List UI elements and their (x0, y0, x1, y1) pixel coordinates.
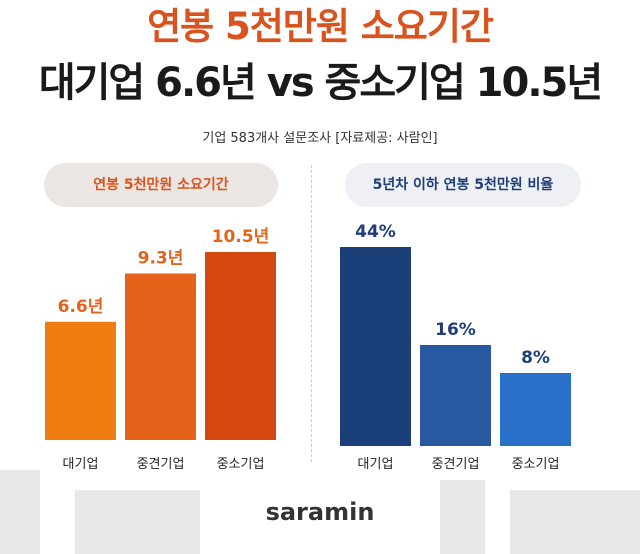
subtitle: 기업 583개사 설문조사 [자료제공: 사람인] (202, 131, 438, 146)
data-label: 8% (521, 348, 550, 368)
category-label: 중견기업 (137, 457, 185, 472)
building-illustration (0, 470, 40, 554)
headline: 대기업 6.6년 vs 중소기업 10.5년 (38, 60, 603, 106)
data-label: 6.6년 (58, 297, 104, 317)
building-illustration (510, 490, 640, 554)
right-chart-title: 5년차 이하 연봉 5천만원 비율 (345, 163, 581, 207)
bar (500, 373, 571, 446)
bar (340, 247, 411, 446)
building-illustration (440, 480, 485, 554)
bar (125, 273, 196, 440)
divider (311, 165, 312, 462)
data-label: 9.3년 (138, 248, 184, 268)
bar (205, 252, 276, 440)
category-label: 중견기업 (432, 457, 480, 472)
data-label: 16% (435, 320, 476, 340)
building-illustration (75, 490, 200, 554)
saramin-logo: saramin (265, 498, 375, 526)
category-label: 중소기업 (512, 457, 560, 472)
category-label: 중소기업 (217, 457, 265, 472)
bar (420, 345, 491, 446)
category-label: 대기업 (63, 457, 99, 472)
category-label: 대기업 (358, 457, 394, 472)
data-label: 10.5년 (212, 227, 270, 247)
data-label: 44% (355, 222, 396, 242)
bar (45, 321, 116, 440)
left-chart-title: 연봉 5천만원 소요기간 (44, 163, 278, 207)
title: 연봉 5천만원 소요기간 (147, 5, 494, 48)
